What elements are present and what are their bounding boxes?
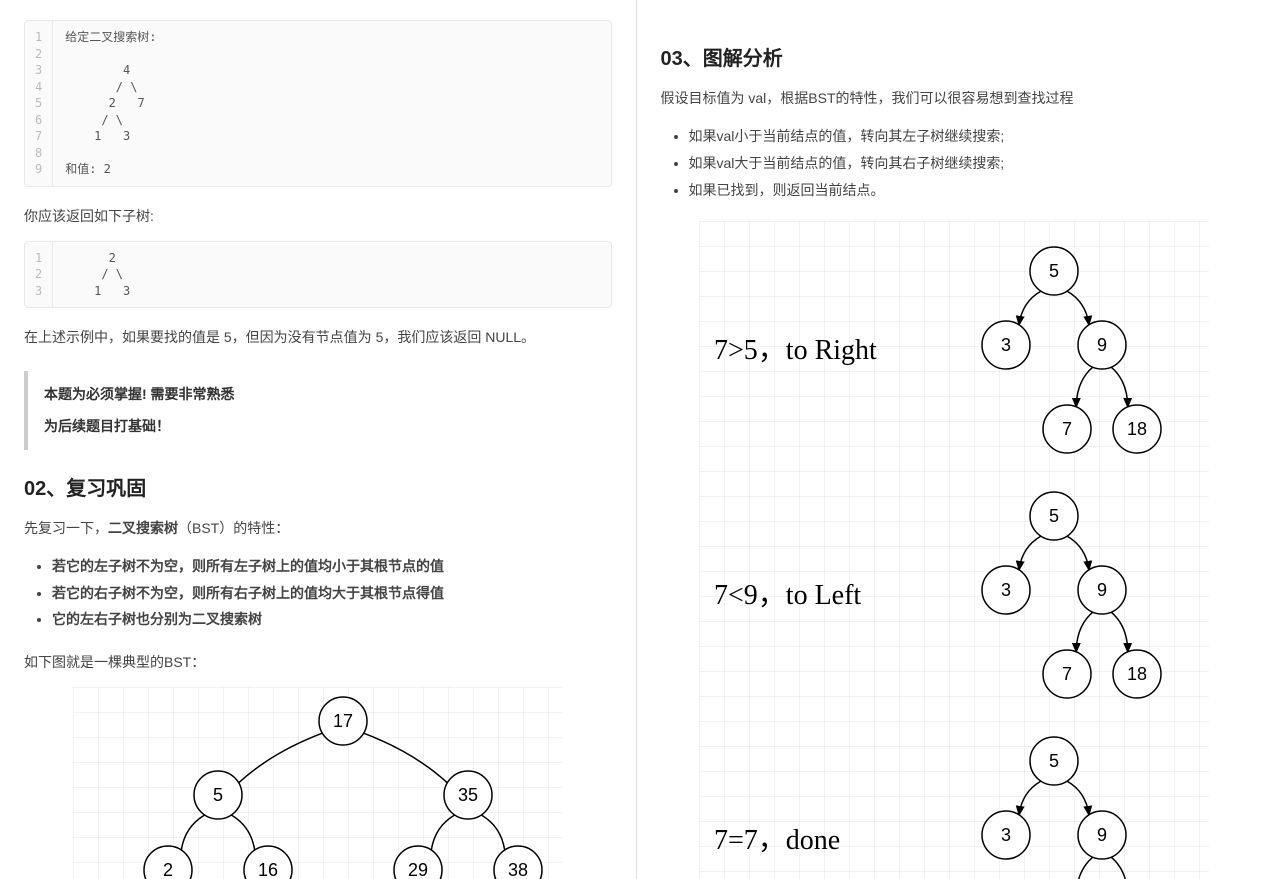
svg-text:9: 9	[1097, 825, 1107, 845]
review-intro: 先复习一下，二叉搜索树（BST）的特性：	[24, 517, 612, 539]
code-block-1: 123456789 给定二叉搜索树: 4 / \ 2 7 / \ 1 3 和值:…	[24, 20, 612, 187]
svg-text:7: 7	[1062, 419, 1072, 439]
callout-box: 本题为必须掌握! 需要非常熟悉 为后续题目打基础！	[24, 371, 612, 450]
text-typical-bst: 如下图就是一棵典型的BST：	[24, 651, 612, 673]
svg-text:5: 5	[1049, 261, 1059, 281]
search-steps-diagram: 5397187>5，to Right5397187<9，to Left53971…	[699, 221, 1209, 879]
right-column: 03、图解分析 假设目标值为 val，根据BST的特性，我们可以很容易想到查找过…	[637, 0, 1272, 879]
bst-property-item: 它的左右子树也分别为二叉搜索树	[52, 606, 612, 633]
svg-text:7<9，to Left: 7<9，to Left	[714, 580, 861, 611]
search-rule-item: 如果val小于当前结点的值，转向其左子树继续搜索;	[689, 123, 1249, 150]
svg-text:7=7，done: 7=7，done	[714, 825, 840, 856]
svg-text:29: 29	[408, 860, 428, 879]
svg-text:5: 5	[1049, 506, 1059, 526]
svg-text:5: 5	[213, 785, 223, 805]
svg-text:3: 3	[1001, 580, 1011, 600]
svg-text:9: 9	[1097, 335, 1107, 355]
svg-text:16: 16	[258, 860, 278, 879]
svg-text:38: 38	[508, 860, 528, 879]
search-rule-item: 如果已找到，则返回当前结点。	[689, 177, 1249, 204]
svg-text:2: 2	[163, 860, 173, 879]
bst-diagram: 17 5 35 2 16 29 38	[73, 687, 563, 879]
search-rules-list: 如果val小于当前结点的值，转向其左子树继续搜索;如果val大于当前结点的值，转…	[661, 123, 1249, 203]
search-rule-item: 如果val大于当前结点的值，转向其右子树继续搜索;	[689, 150, 1249, 177]
svg-text:18: 18	[1127, 419, 1147, 439]
text-null-case: 在上述示例中，如果要找的值是 5，但因为没有节点值为 5，我们应该返回 NULL…	[24, 326, 612, 348]
text-return-subtree: 你应该返回如下子树:	[24, 205, 612, 227]
svg-text:7>5，to Right: 7>5，to Right	[714, 335, 877, 366]
svg-text:5: 5	[1049, 751, 1059, 771]
svg-text:35: 35	[458, 785, 478, 805]
analysis-intro: 假设目标值为 val，根据BST的特性，我们可以很容易想到查找过程	[661, 87, 1249, 109]
bst-property-item: 若它的左子树不为空，则所有左子树上的值均小于其根节点的值	[52, 553, 612, 580]
svg-text:3: 3	[1001, 335, 1011, 355]
svg-text:9: 9	[1097, 580, 1107, 600]
section-02-heading: 02、复习巩固	[24, 472, 612, 501]
callout-line-2: 为后续题目打基础！	[44, 415, 596, 437]
svg-text:17: 17	[333, 711, 353, 731]
left-column: 123456789 给定二叉搜索树: 4 / \ 2 7 / \ 1 3 和值:…	[0, 0, 637, 879]
section-03-heading: 03、图解分析	[661, 42, 1249, 71]
bst-property-item: 若它的右子树不为空，则所有右子树上的值均大于其根节点得值	[52, 580, 612, 607]
callout-line-1: 本题为必须掌握! 需要非常熟悉	[44, 383, 596, 405]
svg-text:3: 3	[1001, 825, 1011, 845]
bst-properties-list: 若它的左子树不为空，则所有左子树上的值均小于其根节点的值若它的右子树不为空，则所…	[24, 553, 612, 633]
code-block-2: 123 2 / \ 1 3	[24, 241, 612, 309]
svg-text:7: 7	[1062, 664, 1072, 684]
svg-text:18: 18	[1127, 664, 1147, 684]
